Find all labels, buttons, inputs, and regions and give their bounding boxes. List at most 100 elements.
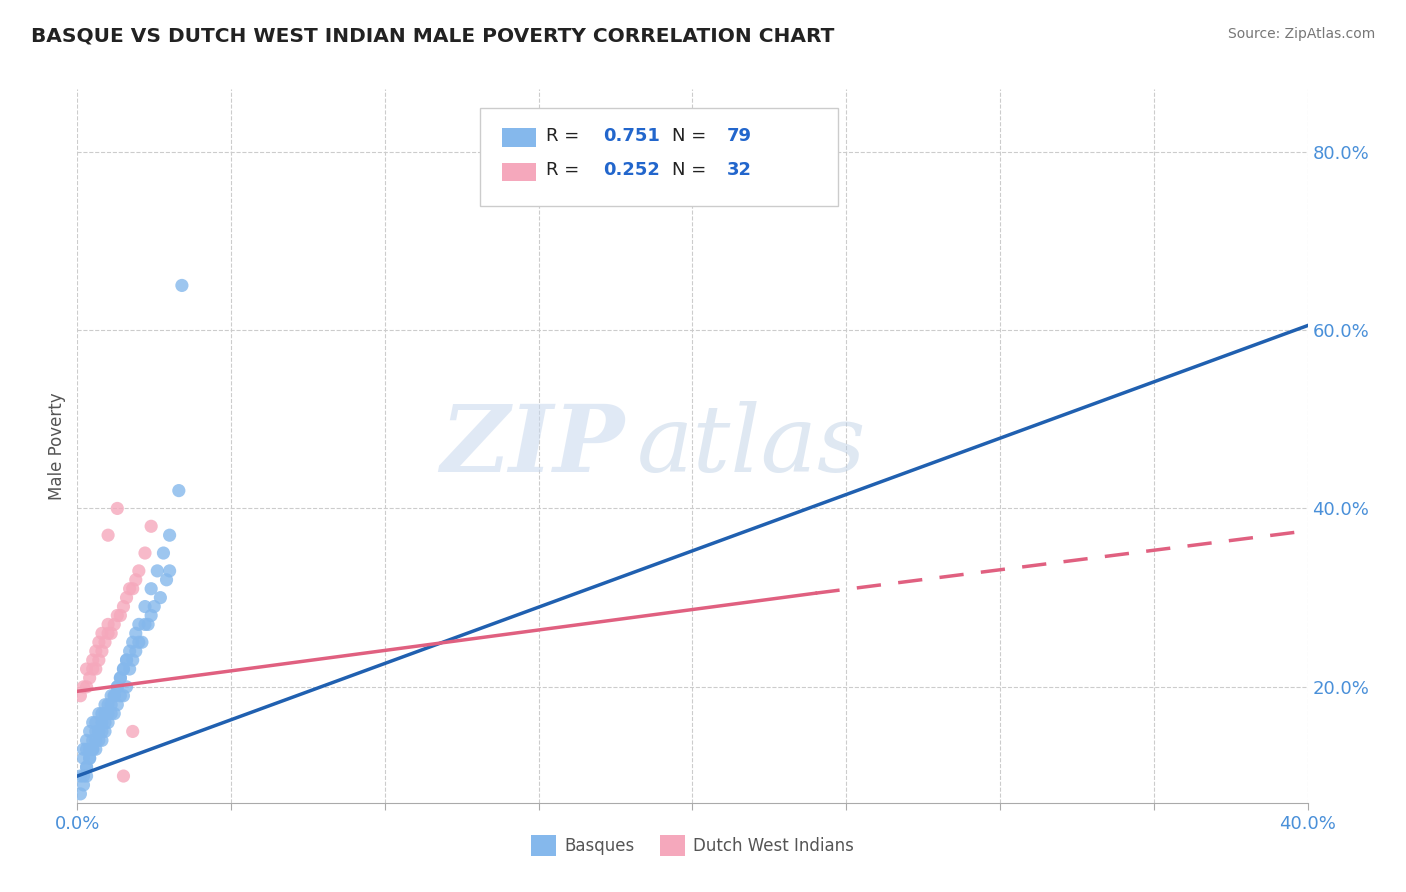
Point [87, 706, 110, 721]
Point [110, 689, 132, 703]
Point [82, 662, 104, 676]
Point [72, 680, 94, 694]
Point [76, 742, 98, 756]
Point [72, 778, 94, 792]
Text: atlas: atlas [637, 401, 866, 491]
Point [72, 769, 94, 783]
Point [112, 689, 135, 703]
Text: 0.751: 0.751 [603, 127, 659, 145]
Text: N =: N = [672, 161, 711, 178]
Point [134, 617, 156, 632]
Point [128, 617, 150, 632]
Point [97, 626, 120, 640]
Text: N =: N = [672, 127, 711, 145]
Point [121, 582, 143, 596]
Point [136, 617, 159, 632]
Point [146, 564, 169, 578]
Point [125, 626, 148, 640]
Point [84, 644, 107, 658]
Point [115, 653, 138, 667]
Point [170, 278, 193, 293]
Point [128, 564, 150, 578]
Point [84, 733, 107, 747]
Point [112, 599, 135, 614]
Point [112, 769, 135, 783]
Point [76, 760, 98, 774]
Point [76, 662, 98, 676]
Point [87, 724, 110, 739]
Point [82, 742, 104, 756]
Text: 0.252: 0.252 [603, 161, 659, 178]
Point [125, 573, 148, 587]
Point [152, 546, 174, 560]
Point [121, 653, 143, 667]
Point [118, 644, 141, 658]
Point [134, 599, 156, 614]
Point [79, 751, 101, 765]
Point [121, 724, 143, 739]
Point [69, 787, 91, 801]
Text: R =: R = [546, 161, 585, 178]
Text: BASQUE VS DUTCH WEST INDIAN MALE POVERTY CORRELATION CHART: BASQUE VS DUTCH WEST INDIAN MALE POVERTY… [31, 27, 834, 45]
Point [121, 635, 143, 649]
Point [105, 698, 128, 712]
Point [134, 546, 156, 560]
Point [105, 608, 128, 623]
Point [97, 617, 120, 632]
Point [90, 644, 114, 658]
Point [115, 680, 138, 694]
Point [110, 671, 132, 685]
Bar [502, 162, 536, 181]
Text: Source: ZipAtlas.com: Source: ZipAtlas.com [1227, 27, 1375, 41]
Point [69, 769, 91, 783]
Point [143, 599, 166, 614]
Point [82, 715, 104, 730]
Text: 79: 79 [727, 127, 752, 145]
Point [94, 724, 117, 739]
Point [84, 662, 107, 676]
Point [79, 742, 101, 756]
Point [90, 733, 114, 747]
Point [103, 689, 125, 703]
Point [155, 573, 177, 587]
Point [79, 671, 101, 685]
Point [94, 706, 117, 721]
Point [94, 715, 117, 730]
Point [103, 689, 125, 703]
Point [82, 653, 104, 667]
Point [79, 751, 101, 765]
Point [82, 733, 104, 747]
Point [128, 635, 150, 649]
Text: 32: 32 [727, 161, 752, 178]
Point [103, 617, 125, 632]
Y-axis label: Male Poverty: Male Poverty [48, 392, 66, 500]
Point [141, 582, 163, 596]
Point [94, 698, 117, 712]
Text: ZIP: ZIP [440, 401, 624, 491]
Point [72, 751, 94, 765]
Point [110, 671, 132, 685]
Point [110, 608, 132, 623]
Point [97, 528, 120, 542]
Point [97, 706, 120, 721]
Point [94, 635, 117, 649]
Bar [502, 128, 536, 147]
Point [118, 662, 141, 676]
Point [115, 653, 138, 667]
Point [97, 715, 120, 730]
Point [112, 662, 135, 676]
Point [76, 733, 98, 747]
FancyBboxPatch shape [479, 109, 838, 205]
Point [105, 501, 128, 516]
Point [82, 742, 104, 756]
Point [159, 528, 181, 542]
Point [105, 680, 128, 694]
Point [72, 742, 94, 756]
Point [131, 635, 153, 649]
Point [112, 662, 135, 676]
Point [159, 564, 181, 578]
Point [103, 706, 125, 721]
Point [90, 706, 114, 721]
Point [149, 591, 172, 605]
Legend: Basques, Dutch West Indians: Basques, Dutch West Indians [524, 829, 860, 863]
